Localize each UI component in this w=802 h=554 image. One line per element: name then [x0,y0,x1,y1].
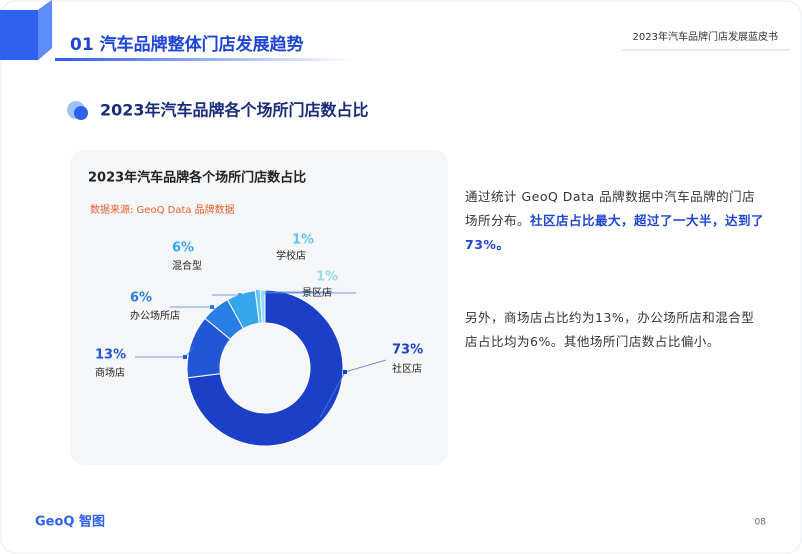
category-label: 社区店 [392,362,422,375]
value-label: 13% [95,348,126,363]
cube-side [38,0,52,60]
leader-dot [343,370,347,374]
chart-title: 2023年汽车品牌各个场所门店数占比 [88,170,306,186]
value-label: 6% [172,241,194,256]
leader-dot [256,290,260,294]
footer-logo: GeoQ 智图 [35,514,105,530]
slice [187,289,344,447]
report-name: 2023年汽车品牌门店发展蓝皮书 [633,30,778,43]
page-title: 01 汽车品牌整体门店发展趋势 [70,34,304,55]
leader-dot [238,293,242,297]
title-underline [55,58,355,61]
section-title: 2023年汽车品牌各个场所门店数占比 [100,101,369,120]
bullet-icon [74,106,88,120]
text: 通过统计 GeoQ Data 品牌数据中汽车品牌的门店场所分布。 [465,189,756,228]
category-label: 办公场所店 [130,309,180,322]
page-number: 08 [755,518,767,528]
category-label: 混合型 [172,259,202,272]
value-label: 1% [292,233,314,248]
value-label: 1% [316,270,338,285]
leader-dot [210,305,214,309]
text: 另外，商场店占比约为13%，办公场所店和混合型店占比均为6%。其他场所门店数占比… [465,310,755,349]
paragraph: 通过统计 GeoQ Data 品牌数据中汽车品牌的门店场所分布。社区店占比最大，… [465,185,765,257]
category-label: 景区店 [302,286,332,299]
slice [259,289,266,324]
highlight: 社区店占比最大，超过了一大半，达到了73%。 [465,213,765,252]
category-label: 学校店 [276,249,306,262]
leader-dot [261,291,265,295]
category-label: 商场店 [95,366,125,379]
leader-dot [183,355,187,359]
paragraph: 另外，商场店占比约为13%，办公场所店和混合型店占比均为6%。其他场所门店数占比… [465,306,765,354]
value-label: 73% [392,343,423,358]
value-label: 6% [130,291,152,306]
chart-source: 数据来源: GeoQ Data 品牌数据 [90,203,235,216]
